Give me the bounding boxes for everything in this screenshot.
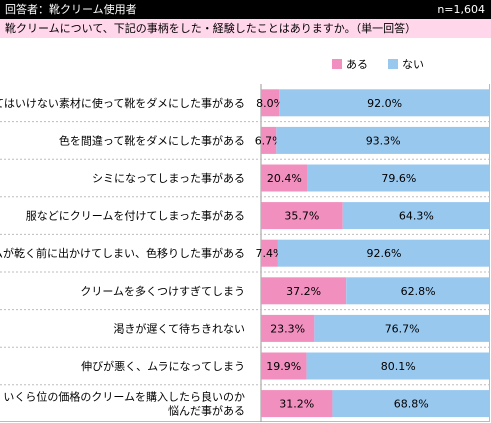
bar-segment-aru bbox=[261, 277, 347, 305]
bar-segment-nai bbox=[276, 126, 490, 154]
data-label-nai: 92.6% bbox=[366, 247, 401, 260]
bar-segment-nai bbox=[306, 352, 490, 380]
category-label: 使ってはいけない素材に使って靴をダメにした事がある bbox=[0, 96, 245, 110]
question-text: 靴クリームについて、下記の事柄をした・経験したことはありますか。（単一回答） bbox=[5, 22, 417, 35]
bar-segment-aru bbox=[261, 89, 280, 117]
data-label-nai: 93.3% bbox=[366, 134, 401, 147]
bar-segment-aru bbox=[261, 202, 343, 230]
data-label-aru: 23.3% bbox=[270, 322, 305, 335]
data-label-aru: 35.7% bbox=[284, 210, 319, 223]
legend-item-nai: ない bbox=[388, 58, 424, 72]
bar-segment-nai bbox=[314, 314, 490, 342]
legend-item-aru: ある bbox=[332, 58, 368, 72]
bar-segment-nai bbox=[307, 164, 490, 192]
chart-frame: 使ってはいけない素材に使って靴をダメにした事がある 8.0% 92.0% 色を間違って… bbox=[0, 84, 490, 422]
data-label-aru: 20.4% bbox=[267, 172, 302, 185]
data-label-aru: 8.0% bbox=[256, 97, 284, 110]
question-bar: 靴クリームについて、下記の事柄をした・経験したことはありますか。（単一回答） bbox=[0, 19, 491, 38]
bar-segment-aru bbox=[261, 164, 308, 192]
data-label-nai: 68.8% bbox=[394, 398, 429, 411]
bar-segment-nai bbox=[279, 89, 490, 117]
bar-segment-nai bbox=[342, 202, 490, 230]
category-label: シミになってしまった事がある bbox=[92, 171, 245, 185]
legend-label-nai: ない bbox=[402, 58, 424, 71]
data-label-nai: 92.0% bbox=[367, 97, 402, 110]
category-label: 服などにクリームを付けてしまった事がある bbox=[26, 209, 245, 223]
category-label: クリームが乾く前に出かけてしまい、色移りした事がある bbox=[0, 246, 245, 260]
bar-segment-aru bbox=[261, 314, 315, 342]
data-label-aru: 37.2% bbox=[286, 285, 321, 298]
data-label-aru: 7.4% bbox=[255, 247, 283, 260]
bar-segment-nai bbox=[277, 239, 490, 267]
stacked-bar-chart: 使ってはいけない素材に使って靴をダメにした事がある 8.0% 92.0% 色を間違って… bbox=[0, 84, 490, 422]
data-label-aru: 31.2% bbox=[279, 398, 314, 411]
respondent-label: 回答者：靴クリーム使用者 bbox=[5, 3, 137, 16]
data-label-aru: 6.7% bbox=[255, 134, 283, 147]
category-label: 伸びが悪く、ムラになってしまう bbox=[81, 359, 245, 373]
data-label-nai: 79.6% bbox=[381, 172, 416, 185]
legend-swatch-nai bbox=[388, 59, 398, 69]
legend-label-aru: ある bbox=[346, 58, 368, 71]
category-label: いくら位の価格のクリームを購入したら良いのか悩んだ事がある bbox=[3, 390, 245, 418]
bar-segment-aru bbox=[261, 390, 333, 418]
bar-segment-aru bbox=[261, 352, 307, 380]
category-label: 渇きが遅くて待ちきれない bbox=[113, 321, 245, 335]
data-label-aru: 19.9% bbox=[266, 360, 301, 373]
bar-segment-nai bbox=[346, 277, 490, 305]
bar-segment-nai bbox=[332, 390, 490, 418]
data-label-nai: 76.7% bbox=[385, 322, 420, 335]
data-label-nai: 64.3% bbox=[399, 210, 434, 223]
header-bar: 回答者：靴クリーム使用者 n=1,604 bbox=[0, 0, 491, 19]
category-label: 色を間違って靴をダメにした事がある bbox=[59, 133, 245, 147]
bar-segment-aru bbox=[261, 126, 277, 154]
sample-size: n=1,604 bbox=[437, 3, 485, 16]
legend-swatch-aru bbox=[332, 59, 342, 69]
data-label-nai: 80.1% bbox=[381, 360, 416, 373]
data-label-nai: 62.8% bbox=[401, 285, 436, 298]
bar-segment-aru bbox=[261, 239, 278, 267]
category-label: クリームを多くつけすぎてしまう bbox=[80, 284, 245, 298]
